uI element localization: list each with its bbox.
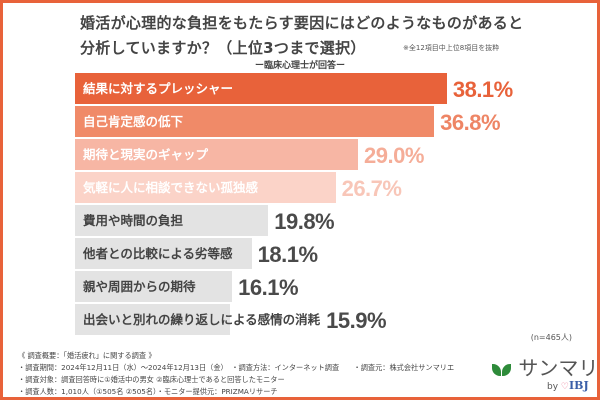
brand-text: IBJ (569, 379, 589, 392)
bar-label: 期待と現実のギャップ (83, 147, 209, 162)
logo-text: サンマリエ (518, 356, 600, 380)
bar-label: 気軽に人に相談できない孤独感 (83, 180, 259, 195)
by-text: by (547, 382, 559, 392)
sample-size: (n=465人) (530, 333, 572, 342)
heart-icon: ♡ (560, 382, 569, 392)
bar-label: 自己肯定感の低下 (83, 114, 184, 129)
bar (75, 205, 269, 236)
chart-title-line2: 分析していますか？（上位3つまで選択） (80, 39, 366, 57)
logo: サンマリエ (492, 352, 600, 381)
value-label: 36.8% (440, 110, 501, 135)
value-label: 38.1% (452, 77, 513, 102)
footer-line1: 《 調査概要：「婚活疲れ」に関する調査 》 (18, 351, 156, 360)
bar-label: 結果に対するプレッシャー (83, 81, 234, 96)
footer-line4: ・調査人数：1,010人（①505名 ②505名）・モニター提供元：PRIZMA… (18, 387, 278, 396)
bar (75, 172, 336, 203)
value-label: 29.0% (364, 143, 424, 168)
bar (75, 106, 435, 137)
leaf-icon (492, 364, 501, 376)
bar (75, 139, 359, 170)
chart-title-line1: 婚活が心理的な負担をもたらす要因にはどのようなものがあると (80, 14, 524, 32)
value-label: 18.1% (257, 242, 318, 267)
logo-by: by ♡IBJ (547, 379, 589, 392)
bar-label: 親や周囲からの期待 (83, 279, 196, 294)
footer-line2: ・調査期間：2024年12月11日（水）～2024年12月13日（金） ・調査方… (18, 363, 455, 372)
leaf-icon (502, 364, 511, 376)
value-label: 19.8% (274, 209, 335, 234)
note: ※全12項目中上位8項目を抜粋 (403, 44, 500, 52)
bar-label: 費用や時間の負担 (83, 213, 184, 228)
bar (75, 271, 233, 302)
bar-label: 他者との比較による劣等感 (83, 246, 233, 261)
bar (75, 73, 447, 104)
chart-subtitle: ー臨床心理士が回答ー (254, 61, 345, 71)
bar (75, 238, 252, 269)
footer-line3: ・調査対象：調査回答時に①婚活中の男女 ②臨床心理士であると回答したモニター (18, 375, 285, 384)
value-label: 15.9% (326, 308, 387, 333)
value-label: 26.7% (341, 176, 402, 201)
bar-label: 出会いと別れの繰り返しによる感情の消耗 (83, 312, 321, 327)
bar (75, 304, 231, 335)
value-label: 16.1% (238, 275, 299, 300)
